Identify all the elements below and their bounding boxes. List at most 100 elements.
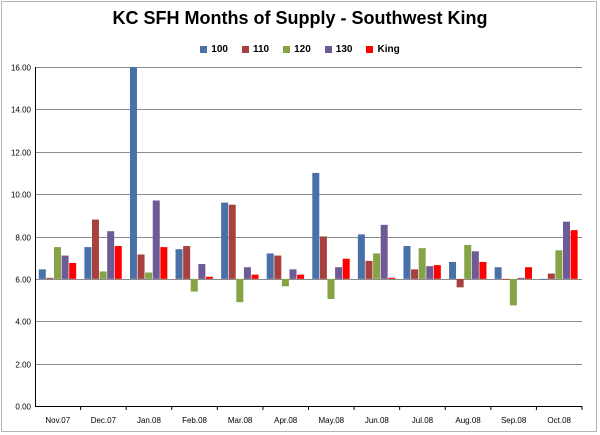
bar-110 [46, 277, 54, 279]
bar-king [69, 262, 77, 279]
x-tick-label: Nov.07 [45, 416, 70, 425]
bar-100 [312, 172, 320, 279]
bar-100 [494, 267, 502, 279]
legend-label: 120 [294, 44, 311, 55]
y-tick-label: 2.00 [15, 361, 31, 370]
legend-item-110: 110 [241, 44, 270, 55]
x-tick-label: Mar.08 [228, 416, 253, 425]
bar-120 [190, 278, 198, 292]
bar-130 [471, 251, 479, 279]
legend-swatch [324, 46, 332, 53]
bar-110 [365, 260, 373, 279]
y-tick-label: 4.00 [15, 318, 31, 327]
bar-120 [53, 247, 61, 279]
bar-120 [281, 278, 289, 287]
bar-100 [403, 246, 411, 279]
bar-130 [426, 266, 434, 279]
bar-130 [198, 264, 206, 279]
bar-120 [145, 272, 153, 279]
bar-100 [540, 278, 548, 280]
x-tick-label: Jul.08 [412, 416, 434, 425]
y-tick-label: 16.00 [11, 64, 32, 73]
legend-label: King [377, 44, 400, 55]
bar-130 [563, 221, 571, 279]
bar-130 [107, 231, 115, 279]
bar-king [479, 261, 487, 279]
chart-title: KC SFH Months of Supply - Southwest King [112, 8, 488, 28]
y-tick-label: 0.00 [15, 403, 31, 412]
x-tick-label: Dec.07 [91, 416, 117, 425]
bar-120 [464, 244, 472, 279]
bar-king [342, 258, 350, 279]
y-tick-label: 12.00 [11, 149, 32, 158]
bar-130 [152, 200, 160, 279]
bar-king [525, 267, 533, 279]
x-tick-label: Oct.08 [547, 416, 571, 425]
bar-100 [38, 269, 46, 279]
y-tick-label: 14.00 [11, 106, 32, 115]
legend-swatch [200, 46, 208, 53]
bar-120 [418, 248, 426, 279]
legend-swatch [283, 46, 291, 53]
legend-swatch [241, 46, 249, 53]
bar-110 [183, 246, 191, 279]
x-tick-label: May.08 [318, 416, 344, 425]
bar-120 [236, 278, 244, 303]
legend-item-120: 120 [283, 44, 311, 55]
x-tick-label: Apr.08 [274, 416, 298, 425]
bar-100 [449, 261, 457, 279]
bar-130 [243, 267, 251, 279]
bar-100 [221, 202, 229, 279]
bar-king [570, 230, 578, 279]
bar-130 [517, 277, 525, 279]
bar-100 [266, 253, 274, 279]
bar-130 [289, 269, 297, 279]
bar-king [160, 247, 168, 279]
bar-120 [509, 278, 517, 306]
bar-king [205, 276, 213, 279]
bar-king [388, 277, 396, 279]
y-tick-label: 6.00 [15, 276, 31, 285]
legend-item-130: 130 [324, 44, 353, 55]
bar-110 [502, 278, 510, 280]
bar-110 [274, 255, 282, 279]
bar-130 [335, 267, 343, 279]
y-tick-label: 10.00 [11, 191, 32, 200]
bar-110 [228, 204, 236, 279]
x-tick-label: Jan.08 [137, 416, 162, 425]
x-tick-label: Jun.08 [365, 416, 390, 425]
x-tick-label: Feb.08 [182, 416, 207, 425]
bar-110 [137, 254, 145, 279]
x-tick-label: Sep.08 [501, 416, 527, 425]
bar-king [114, 246, 122, 279]
bar-120 [99, 271, 107, 279]
bar-king [251, 274, 259, 279]
bar-130 [380, 224, 388, 279]
bar-110 [91, 219, 99, 279]
bar-king [297, 274, 305, 279]
y-tick-label: 8.00 [15, 234, 31, 243]
bar-110 [319, 236, 327, 279]
bar-120 [555, 250, 563, 279]
legend-label: 100 [211, 44, 228, 55]
bar-110 [456, 278, 464, 288]
legend-item-100: 100 [200, 44, 228, 55]
bar-120 [373, 253, 381, 279]
bar-110 [547, 273, 555, 279]
bar-king [433, 265, 441, 279]
chart-legend: 100 110 120 130 King [0, 44, 600, 55]
bar-100 [129, 67, 137, 279]
bar-110 [411, 269, 419, 279]
legend-label: 110 [252, 44, 270, 55]
bar-100 [84, 247, 92, 279]
legend-label: 130 [335, 44, 353, 55]
legend-swatch [366, 46, 374, 53]
x-tick-label: Aug.08 [455, 416, 481, 425]
legend-item-king: King [366, 44, 400, 55]
bar-130 [61, 255, 69, 279]
bar-100 [357, 234, 365, 279]
bar-100 [175, 249, 183, 279]
bar-120 [327, 278, 335, 300]
